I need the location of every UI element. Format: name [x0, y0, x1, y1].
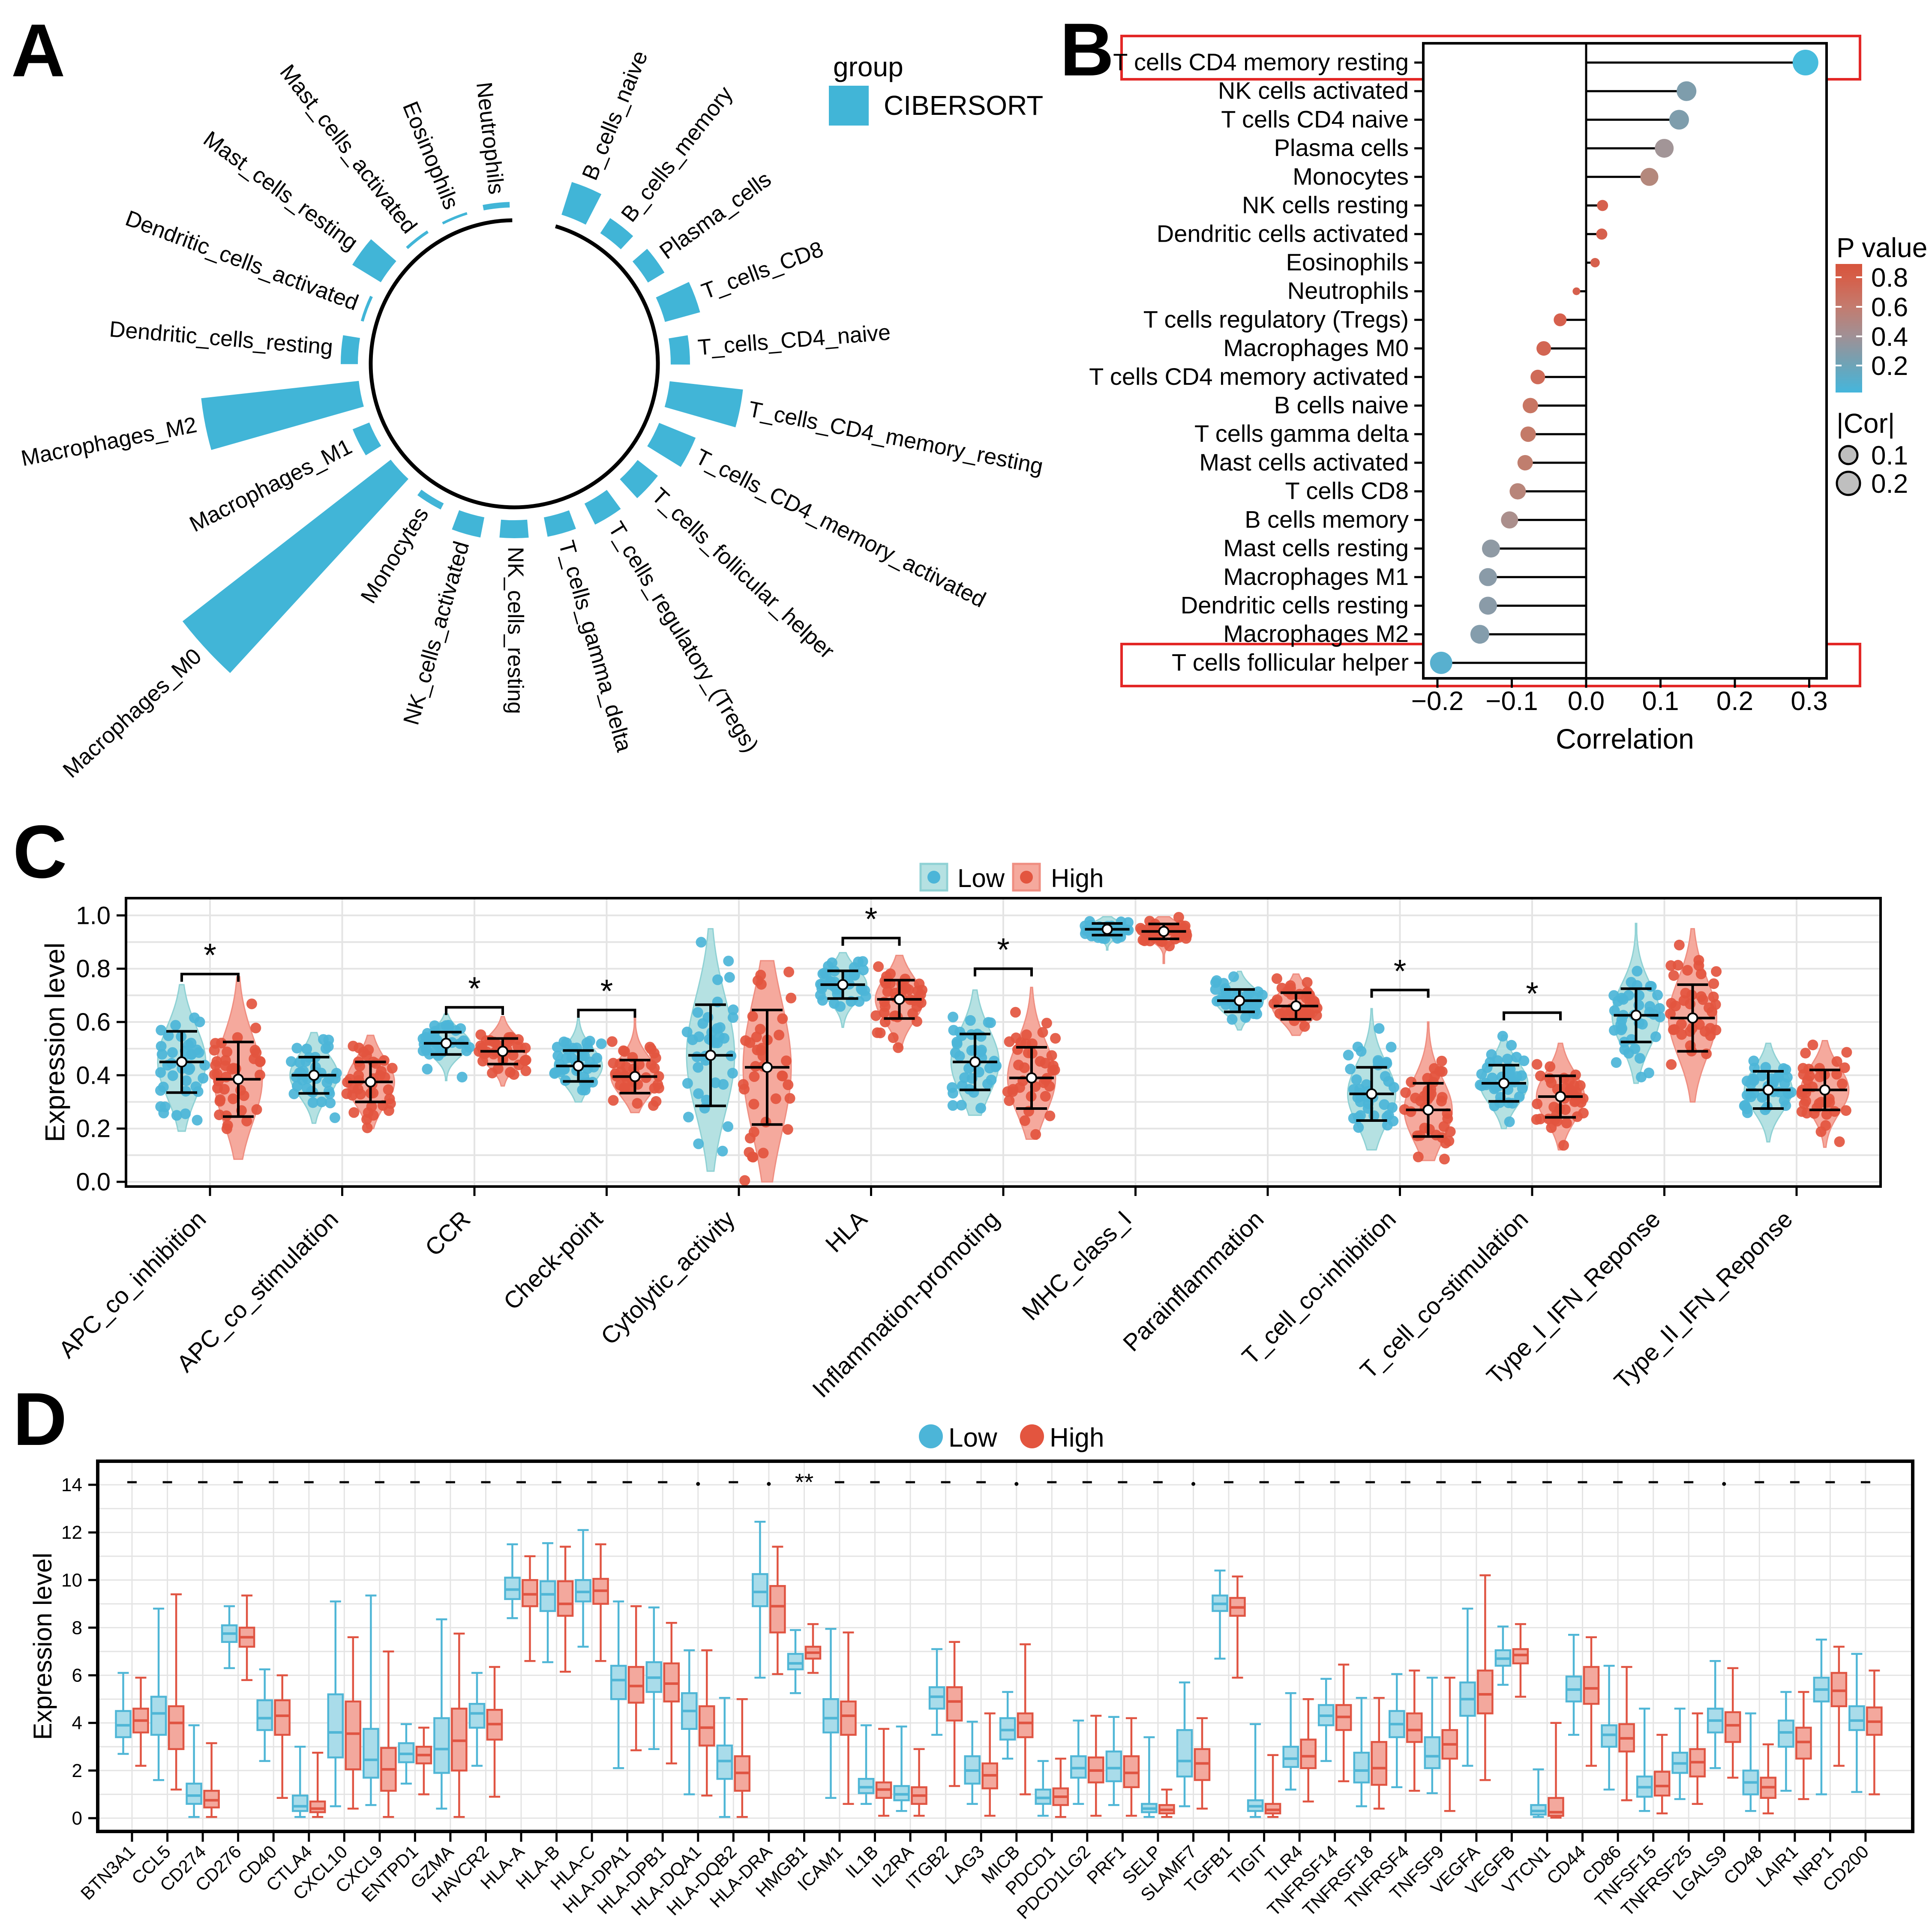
svg-text:6: 6 [72, 1665, 82, 1686]
svg-text:Low: Low [957, 864, 1005, 893]
svg-text:NK cells resting: NK cells resting [1242, 192, 1409, 219]
svg-text:B cells memory: B cells memory [1245, 506, 1409, 533]
svg-text:Macrophages M2: Macrophages M2 [1223, 620, 1409, 647]
svg-text:Macrophages M1: Macrophages M1 [1223, 563, 1409, 590]
svg-text:CIBERSORT: CIBERSORT [884, 90, 1043, 121]
svg-text:Mast cells resting: Mast cells resting [1223, 534, 1409, 561]
svg-text:group: group [833, 51, 903, 82]
svg-text:|Cor|: |Cor| [1836, 408, 1895, 439]
svg-text:0.3: 0.3 [1791, 686, 1827, 716]
svg-text:*: * [1394, 953, 1407, 989]
svg-text:*: * [1526, 976, 1539, 1012]
svg-text:Mast cells activated: Mast cells activated [1199, 449, 1409, 476]
svg-text:**: ** [795, 1468, 814, 1495]
svg-text:B cells naive: B cells naive [1274, 392, 1409, 419]
svg-text:Plasma cells: Plasma cells [1274, 134, 1409, 161]
svg-text:0.2: 0.2 [1716, 686, 1753, 716]
svg-text:NK_cells_resting: NK_cells_resting [503, 547, 528, 714]
svg-text:0.4: 0.4 [1871, 322, 1908, 352]
svg-text:0.2: 0.2 [1871, 469, 1908, 499]
svg-text:0.6: 0.6 [1871, 293, 1908, 322]
svg-text:0.1: 0.1 [1871, 441, 1908, 471]
svg-text:Eosinophils: Eosinophils [1286, 249, 1409, 276]
svg-text:0.8: 0.8 [76, 955, 111, 983]
svg-text:T cells CD4 memory resting: T cells CD4 memory resting [1113, 48, 1409, 75]
svg-text:Macrophages M0: Macrophages M0 [1223, 334, 1409, 361]
svg-text:T cells gamma delta: T cells gamma delta [1194, 420, 1409, 447]
svg-text:2: 2 [72, 1760, 82, 1781]
svg-text:0.4: 0.4 [76, 1061, 111, 1089]
svg-text:Expression level: Expression level [39, 943, 70, 1142]
svg-text:0.2: 0.2 [76, 1115, 111, 1143]
svg-text:*: * [204, 937, 216, 974]
svg-text:12: 12 [61, 1522, 82, 1543]
svg-text:NK cells activated: NK cells activated [1218, 77, 1409, 104]
svg-text:Low: Low [948, 1423, 997, 1453]
svg-text:1.0: 1.0 [76, 902, 111, 929]
svg-text:T cells regulatory (Tregs): T cells regulatory (Tregs) [1143, 306, 1409, 333]
svg-text:T cells follicular helper: T cells follicular helper [1172, 649, 1409, 676]
svg-text:C: C [13, 810, 67, 894]
svg-text:Dendritic cells activated: Dendritic cells activated [1157, 220, 1409, 247]
svg-text:High: High [1050, 1423, 1104, 1453]
svg-text:T cells CD4 memory activated: T cells CD4 memory activated [1089, 363, 1409, 390]
svg-text:0.0: 0.0 [76, 1168, 111, 1196]
svg-text:High: High [1051, 864, 1104, 893]
svg-text:−0.2: −0.2 [1411, 686, 1464, 716]
svg-text:0.1: 0.1 [1642, 686, 1679, 716]
svg-text:Correlation: Correlation [1556, 723, 1694, 755]
svg-text:Expression level: Expression level [28, 1553, 57, 1740]
svg-text:*: * [865, 901, 878, 938]
svg-text:*: * [468, 971, 481, 1007]
svg-text:A: A [11, 9, 65, 93]
svg-text:*: * [997, 932, 1010, 968]
svg-text:Neutrophils: Neutrophils [1287, 277, 1409, 304]
svg-text:Dendritic cells resting: Dendritic cells resting [1181, 592, 1409, 619]
svg-text:10: 10 [61, 1570, 82, 1591]
svg-text:*: * [600, 973, 613, 1010]
svg-text:0.6: 0.6 [76, 1008, 111, 1036]
svg-text:P value: P value [1836, 232, 1927, 263]
svg-text:T cells CD4 naive: T cells CD4 naive [1221, 105, 1409, 132]
svg-text:4: 4 [72, 1713, 82, 1734]
svg-text:14: 14 [61, 1474, 82, 1495]
svg-text:0.0: 0.0 [1568, 686, 1605, 716]
svg-text:B: B [1060, 8, 1114, 92]
svg-text:D: D [13, 1378, 67, 1461]
svg-text:Monocytes: Monocytes [1293, 163, 1409, 190]
svg-text:0: 0 [72, 1808, 82, 1829]
svg-text:−0.1: −0.1 [1485, 686, 1538, 716]
svg-text:8: 8 [72, 1617, 82, 1638]
svg-text:T cells CD8: T cells CD8 [1285, 477, 1409, 504]
svg-text:0.2: 0.2 [1871, 351, 1908, 381]
svg-text:0.8: 0.8 [1871, 263, 1908, 293]
